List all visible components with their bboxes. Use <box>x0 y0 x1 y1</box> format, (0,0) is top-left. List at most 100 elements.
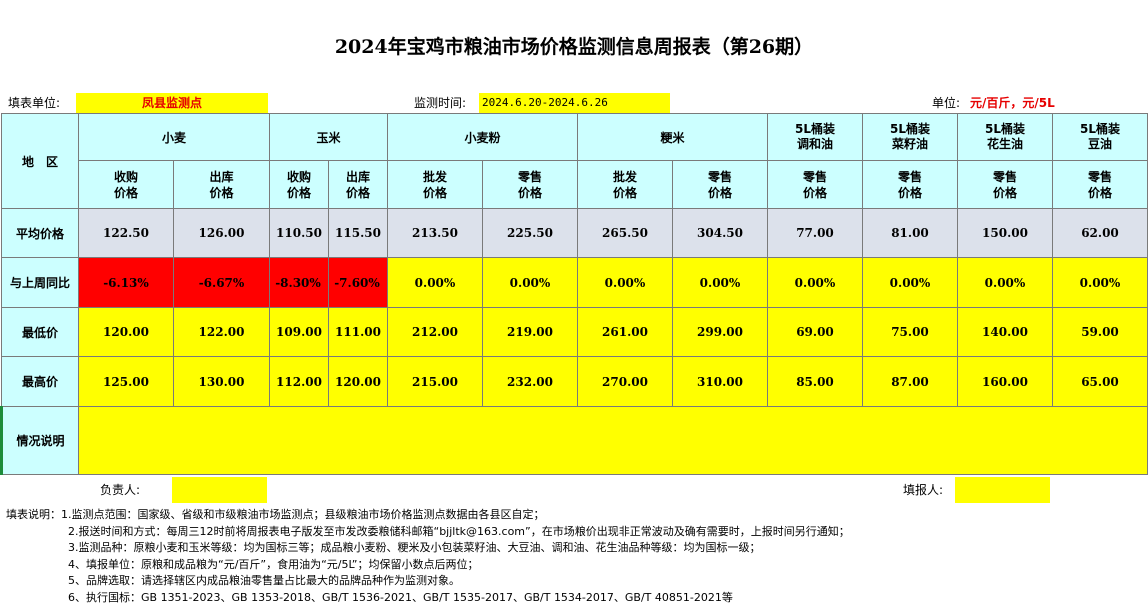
change-row: 与上周同比 -6.13% -6.67% -8.30% -7.60% 0.00% … <box>1 257 1148 308</box>
avg-price-row: 平均价格 122.50 126.00 110.50 115.50 213.50 … <box>1 208 1148 258</box>
note-field[interactable] <box>78 406 1148 475</box>
group-header-wheat: 小麦 <box>78 113 270 161</box>
min-cell[interactable]: 69.00 <box>767 307 863 357</box>
subheader-cell: 零售 价格 <box>482 160 578 209</box>
min-cell[interactable]: 109.00 <box>269 307 329 357</box>
min-cell[interactable]: 75.00 <box>862 307 958 357</box>
max-cell[interactable]: 270.00 <box>577 356 673 407</box>
note-row: 情况说明 <box>0 406 1148 475</box>
change-cell[interactable]: -8.30% <box>269 257 329 308</box>
avg-cell[interactable]: 304.50 <box>672 208 768 258</box>
min-cell[interactable]: 140.00 <box>957 307 1053 357</box>
unit-label: 填表单位: <box>8 96 61 110</box>
note-line: 4、填报单位：原粮和成品粮为“元/百斤”，食用油为“元/5L”；均保留小数点后两… <box>68 557 479 571</box>
max-cell[interactable]: 232.00 <box>482 356 578 407</box>
change-cell[interactable]: 0.00% <box>862 257 958 308</box>
min-cell[interactable]: 111.00 <box>328 307 388 357</box>
row-label-max: 最高价 <box>1 356 79 407</box>
max-cell[interactable]: 120.00 <box>328 356 388 407</box>
min-cell[interactable]: 122.00 <box>173 307 270 357</box>
avg-cell[interactable]: 150.00 <box>957 208 1053 258</box>
avg-cell[interactable]: 77.00 <box>767 208 863 258</box>
row-label-note: 情况说明 <box>0 406 79 475</box>
min-cell[interactable]: 120.00 <box>78 307 174 357</box>
reporter-label: 填报人: <box>903 483 944 497</box>
subheader-cell: 收购 价格 <box>269 160 329 209</box>
avg-cell[interactable]: 126.00 <box>173 208 270 258</box>
subheader-cell: 出库 价格 <box>328 160 388 209</box>
avg-cell[interactable]: 213.50 <box>387 208 483 258</box>
group-header-rice: 粳米 <box>577 113 768 161</box>
max-cell[interactable]: 160.00 <box>957 356 1053 407</box>
avg-cell[interactable]: 122.50 <box>78 208 174 258</box>
note-line: 2.报送时间和方式：每周三12时前将周报表电子版发至市发改委粮储科邮箱“bjjl… <box>68 524 850 538</box>
min-cell[interactable]: 59.00 <box>1052 307 1148 357</box>
avg-cell[interactable]: 225.50 <box>482 208 578 258</box>
max-cell[interactable]: 87.00 <box>862 356 958 407</box>
min-cell[interactable]: 219.00 <box>482 307 578 357</box>
note-line: 填表说明：1.监测点范围：国家级、省级和市级粮油市场监测点；县级粮油市场价格监测… <box>6 508 545 521</box>
change-cell[interactable]: -7.60% <box>328 257 388 308</box>
change-cell[interactable]: 0.00% <box>387 257 483 308</box>
max-cell[interactable]: 85.00 <box>767 356 863 407</box>
subheader-cell: 零售 价格 <box>672 160 768 209</box>
avg-cell[interactable]: 265.50 <box>577 208 673 258</box>
price-unit-label: 单位: <box>932 96 961 110</box>
price-table: 地 区 小麦 玉米 小麦粉 粳米 5L桶装 调和油 5L桶装 菜籽油 5L桶装 … <box>0 113 1148 475</box>
subheader-row: 收购 价格 出库 价格 收购 价格 出库 价格 批发 价格 零售 价格 批发 价… <box>2 160 1148 209</box>
row-label-min: 最低价 <box>1 307 79 357</box>
max-price-row: 最高价 125.00 130.00 112.00 120.00 215.00 2… <box>1 356 1148 407</box>
row-label-avg: 平均价格 <box>1 208 79 258</box>
change-cell[interactable]: 0.00% <box>767 257 863 308</box>
note-line: 3.监测品种：原粮小麦和玉米等级：均为国标三等；成品粮小麦粉、粳米及小包装菜籽油… <box>68 541 761 554</box>
max-cell[interactable]: 310.00 <box>672 356 768 407</box>
report-title: 2024年宝鸡市粮油市场价格监测信息周报表（第26期） <box>334 35 814 58</box>
group-header-soybean-oil: 5L桶装 豆油 <box>1052 113 1148 161</box>
max-cell[interactable]: 125.00 <box>78 356 174 407</box>
max-cell[interactable]: 215.00 <box>387 356 483 407</box>
min-cell[interactable]: 299.00 <box>672 307 768 357</box>
subheader-cell: 批发 价格 <box>577 160 673 209</box>
change-cell[interactable]: 0.00% <box>957 257 1053 308</box>
note-line: 6、执行国标：GB 1351-2023、GB 1353-2018、GB/T 15… <box>68 590 733 604</box>
min-cell[interactable]: 261.00 <box>577 307 673 357</box>
change-cell[interactable]: 0.00% <box>482 257 578 308</box>
notes-block: 填表说明：1.监测点范围：国家级、省级和市级粮油市场监测点；县级粮油市场价格监测… <box>6 507 850 606</box>
min-cell[interactable]: 212.00 <box>387 307 483 357</box>
change-cell[interactable]: 0.00% <box>672 257 768 308</box>
subheader-cell: 零售 价格 <box>1052 160 1148 209</box>
group-header-rapeseed-oil: 5L桶装 菜籽油 <box>862 113 958 161</box>
group-header-blend-oil: 5L桶装 调和油 <box>767 113 863 161</box>
subheader-cell: 零售 价格 <box>957 160 1053 209</box>
change-cell[interactable]: -6.67% <box>173 257 270 308</box>
period-label: 监测时间: <box>414 96 467 110</box>
row-label-change: 与上周同比 <box>1 257 79 308</box>
change-cell[interactable]: 0.00% <box>577 257 673 308</box>
max-cell[interactable]: 112.00 <box>269 356 329 407</box>
group-header-flour: 小麦粉 <box>387 113 578 161</box>
group-header-peanut-oil: 5L桶装 花生油 <box>957 113 1053 161</box>
unit-value[interactable]: 凤县监测点 <box>76 93 268 113</box>
reporter-field[interactable] <box>955 477 1050 503</box>
subheader-cell: 出库 价格 <box>173 160 270 209</box>
max-cell[interactable]: 65.00 <box>1052 356 1148 407</box>
subheader-cell: 收购 价格 <box>78 160 174 209</box>
avg-cell[interactable]: 110.50 <box>269 208 329 258</box>
manager-label: 负责人: <box>100 483 141 497</box>
group-header-corn: 玉米 <box>269 113 388 161</box>
subheader-cell: 零售 价格 <box>767 160 863 209</box>
avg-cell[interactable]: 115.50 <box>328 208 388 258</box>
subheader-cell: 零售 价格 <box>862 160 958 209</box>
change-cell[interactable]: 0.00% <box>1052 257 1148 308</box>
manager-field[interactable] <box>172 477 267 503</box>
note-line: 5、品牌选取：请选择辖区内成品粮油零售量占比最大的品牌品种作为监测对象。 <box>68 574 460 587</box>
subheader-cell: 批发 价格 <box>387 160 483 209</box>
region-header: 地 区 <box>1 113 79 209</box>
price-unit-value: 元/百斤，元/5L <box>970 96 1055 110</box>
period-value[interactable]: 2024.6.20-2024.6.26 <box>479 93 670 113</box>
avg-cell[interactable]: 62.00 <box>1052 208 1148 258</box>
max-cell[interactable]: 130.00 <box>173 356 270 407</box>
avg-cell[interactable]: 81.00 <box>862 208 958 258</box>
group-header-row: 地 区 小麦 玉米 小麦粉 粳米 5L桶装 调和油 5L桶装 菜籽油 5L桶装 … <box>1 113 1148 209</box>
change-cell[interactable]: -6.13% <box>78 257 174 308</box>
